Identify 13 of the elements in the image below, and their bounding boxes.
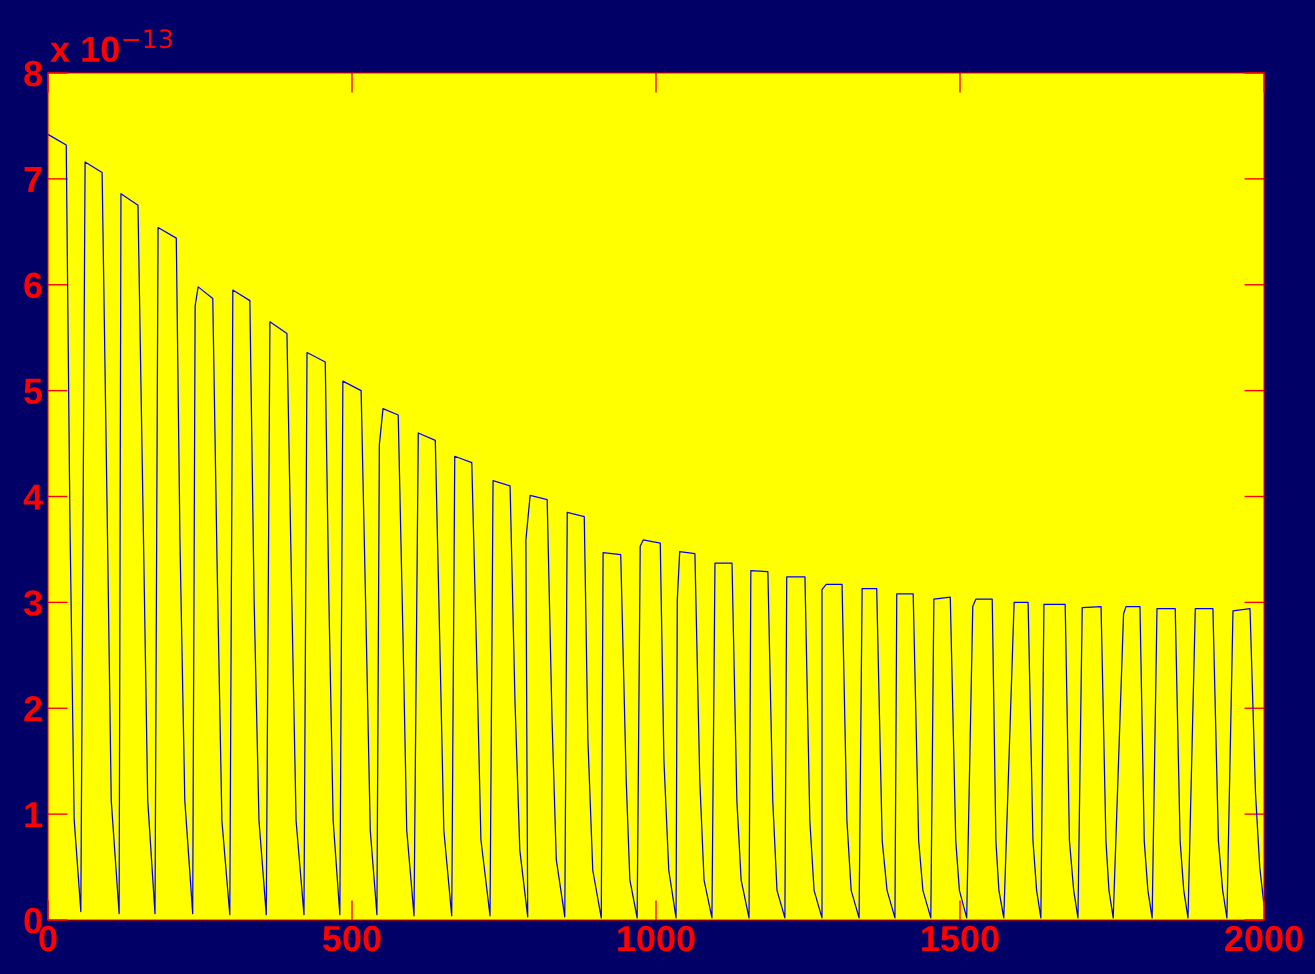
x-tick-label: 1000 [618, 925, 695, 952]
y-tick-label: 7 [24, 167, 42, 192]
y-tick-label: 4 [23, 484, 43, 510]
y-tick-label: 5 [24, 378, 43, 405]
y-tick-label: 8 [24, 60, 43, 87]
x-tick-label: 500 [322, 925, 381, 952]
y-tick-label: 3 [23, 590, 42, 616]
y-tick-label: 6 [24, 272, 42, 299]
x-tick-label: 2000 [1225, 925, 1303, 952]
y-tick-label: 2 [24, 696, 42, 722]
text: x 10$^{−13}$ [50, 29, 172, 63]
y-tick-label: 1 [25, 802, 43, 828]
x-tick-label: 1500 [922, 925, 999, 952]
